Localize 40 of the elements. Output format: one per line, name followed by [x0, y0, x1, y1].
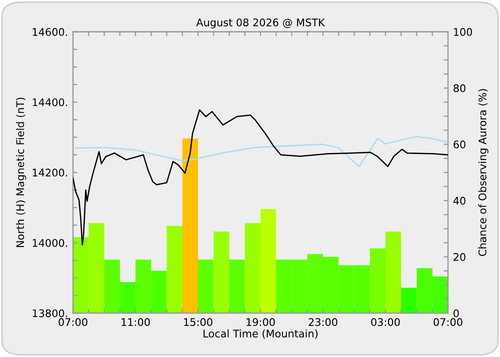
- y2-tick-label: 60: [454, 140, 466, 148]
- bar: [120, 282, 136, 314]
- y2-tick-label: 0: [454, 309, 459, 318]
- y-tick-label: 14000.: [32, 238, 68, 247]
- line-series: [73, 109, 448, 246]
- bar: [386, 232, 402, 314]
- bar: [244, 223, 260, 314]
- y-tick-label: 14400.: [32, 98, 68, 106]
- y-tick-label: 13800.: [32, 309, 68, 318]
- chart-title: August 08 2026 @ MSTK: [196, 18, 326, 28]
- bar: [73, 237, 89, 314]
- bar: [182, 138, 198, 314]
- line-series: [73, 136, 448, 168]
- bar: [229, 260, 245, 314]
- bar: [166, 226, 182, 314]
- x-tick-label: 03:00: [371, 318, 400, 326]
- y-tick-label: 14600.: [32, 28, 68, 36]
- x-axis-title: Local Time (Mountain): [204, 329, 318, 339]
- bar: [401, 288, 417, 314]
- bar: [260, 209, 276, 314]
- bar: [88, 223, 104, 314]
- bar: [214, 232, 230, 314]
- bar: [151, 270, 167, 314]
- y2-axis-title: Chance of Observing Aurora (%): [478, 89, 488, 256]
- bar: [136, 260, 152, 314]
- y2-tick-label: 40: [453, 196, 466, 205]
- x-tick-label: 19:00: [246, 318, 275, 326]
- x-tick-label: 11:00: [122, 318, 150, 326]
- bar: [198, 260, 214, 314]
- x-tick-label: 07:00: [58, 318, 88, 326]
- x-tick-label: 15:00: [184, 318, 212, 326]
- y2-tick-label: 100: [454, 28, 472, 36]
- y-tick-label: 14200.: [32, 168, 68, 177]
- bar: [104, 260, 120, 314]
- x-tick-label: 23:00: [308, 318, 338, 326]
- x-tick-label: 07:00: [434, 318, 462, 326]
- bar: [370, 248, 386, 314]
- y2-tick-label: 20: [454, 253, 466, 261]
- y-axis-title: North (H) Magnetic Field (nT): [16, 98, 26, 247]
- y2-tick-label: 80: [454, 84, 466, 92]
